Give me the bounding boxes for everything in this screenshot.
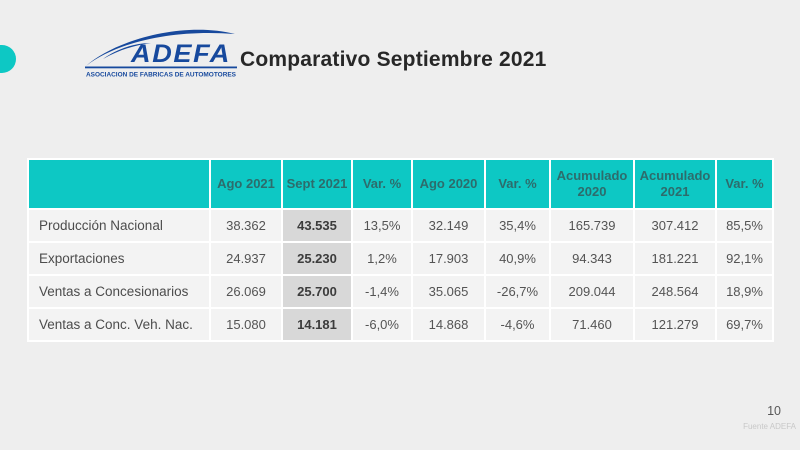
- source-note: Fuente ADEFA: [743, 422, 796, 431]
- col-header-sept-2021: Sept 2021: [283, 160, 351, 208]
- row-label: Ventas a Concesionarios: [29, 276, 209, 307]
- table-header: Ago 2021 Sept 2021 Var. % Ago 2020 Var. …: [29, 160, 772, 208]
- cell-var-3: 18,9%: [717, 276, 772, 307]
- logo-wordmark: ADEFA: [130, 40, 231, 68]
- cell-var-3: 92,1%: [717, 243, 772, 274]
- row-label: Exportaciones: [29, 243, 209, 274]
- col-header-ago-2021: Ago 2021: [211, 160, 281, 208]
- table-row-ventas-concesionarios: Ventas a Concesionarios 26.069 25.700 -1…: [29, 276, 772, 307]
- logo-divider: [85, 66, 237, 69]
- cell-acumulado-2021: 248.564: [635, 276, 715, 307]
- cell-var-1: -6,0%: [353, 309, 411, 340]
- col-header-var-1: Var. %: [353, 160, 411, 208]
- table-row-exportaciones: Exportaciones 24.937 25.230 1,2% 17.903 …: [29, 243, 772, 274]
- col-header-var-2: Var. %: [486, 160, 549, 208]
- col-header-acumulado-2021: Acumulado 2021: [635, 160, 715, 208]
- cell-var-2: -26,7%: [486, 276, 549, 307]
- cell-ago-2020: 14.868: [413, 309, 484, 340]
- cell-sept-2021: 14.181: [283, 309, 351, 340]
- cell-acumulado-2021: 181.221: [635, 243, 715, 274]
- table-body: Producción Nacional 38.362 43.535 13,5% …: [29, 210, 772, 340]
- comparison-table: Ago 2021 Sept 2021 Var. % Ago 2020 Var. …: [27, 158, 774, 342]
- logo-tagline: ASOCIACION DE FABRICAS DE AUTOMOTORES: [86, 72, 237, 79]
- cell-acumulado-2020: 71.460: [551, 309, 633, 340]
- cell-ago-2020: 35.065: [413, 276, 484, 307]
- cell-sept-2021: 25.230: [283, 243, 351, 274]
- row-label: Producción Nacional: [29, 210, 209, 241]
- col-header-empty: [29, 160, 209, 208]
- cell-var-3: 69,7%: [717, 309, 772, 340]
- cell-var-1: 1,2%: [353, 243, 411, 274]
- cell-sept-2021: 43.535: [283, 210, 351, 241]
- cell-acumulado-2020: 209.044: [551, 276, 633, 307]
- cell-acumulado-2020: 94.343: [551, 243, 633, 274]
- cell-ago-2020: 17.903: [413, 243, 484, 274]
- cell-acumulado-2020: 165.739: [551, 210, 633, 241]
- cell-var-1: -1,4%: [353, 276, 411, 307]
- col-header-var-3: Var. %: [717, 160, 772, 208]
- cell-ago-2021: 24.937: [211, 243, 281, 274]
- cell-ago-2021: 26.069: [211, 276, 281, 307]
- cell-ago-2021: 15.080: [211, 309, 281, 340]
- cell-var-2: 40,9%: [486, 243, 549, 274]
- comparison-table-wrap: Ago 2021 Sept 2021 Var. % Ago 2020 Var. …: [27, 158, 774, 342]
- col-header-acumulado-2020: Acumulado 2020: [551, 160, 633, 208]
- cell-var-3: 85,5%: [717, 210, 772, 241]
- cell-var-2: -4,6%: [486, 309, 549, 340]
- cell-ago-2020: 32.149: [413, 210, 484, 241]
- table-row-produccion-nacional: Producción Nacional 38.362 43.535 13,5% …: [29, 210, 772, 241]
- cell-var-1: 13,5%: [353, 210, 411, 241]
- col-header-ago-2020: Ago 2020: [413, 160, 484, 208]
- table-row-ventas-conc-veh-nac: Ventas a Conc. Veh. Nac. 15.080 14.181 -…: [29, 309, 772, 340]
- header-row: Ago 2021 Sept 2021 Var. % Ago 2020 Var. …: [29, 160, 772, 208]
- cell-acumulado-2021: 307.412: [635, 210, 715, 241]
- cell-ago-2021: 38.362: [211, 210, 281, 241]
- cell-sept-2021: 25.700: [283, 276, 351, 307]
- cell-var-2: 35,4%: [486, 210, 549, 241]
- accent-pill: [0, 45, 16, 73]
- adefa-logo: ADEFA ASOCIACION DE FABRICAS DE AUTOMOTO…: [85, 29, 237, 79]
- logo-swoosh-icon: [86, 29, 235, 66]
- row-label: Ventas a Conc. Veh. Nac.: [29, 309, 209, 340]
- cell-acumulado-2021: 121.279: [635, 309, 715, 340]
- slide-title: Comparativo Septiembre 2021: [240, 48, 547, 71]
- page-number: 10: [767, 404, 781, 418]
